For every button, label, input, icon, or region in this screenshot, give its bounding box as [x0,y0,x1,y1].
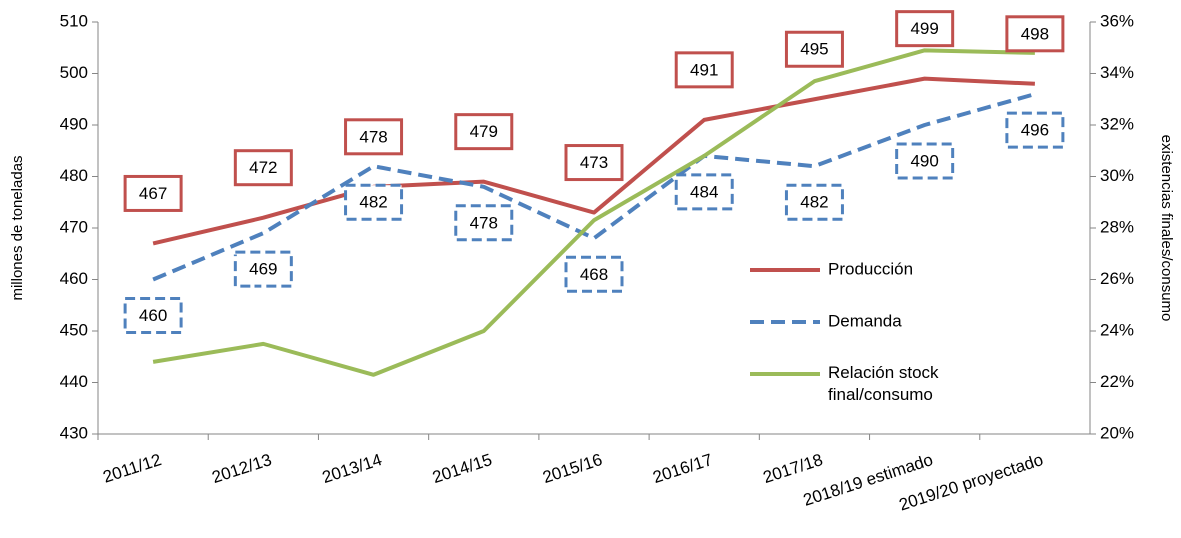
data-label: 472 [233,149,293,187]
x-tick-label: 2014/15 [430,450,494,487]
data-label-text: 495 [800,40,828,59]
y-tick-label: 470 [60,217,88,236]
data-label: 478 [344,118,404,156]
y-axis-title: millones de toneladas [9,155,26,300]
x-tick-label: 2011/12 [101,450,164,487]
y-tick-label: 440 [60,372,88,391]
data-label-box [1005,111,1065,149]
data-label: 482 [784,183,844,221]
y-tick-label: 430 [60,423,88,442]
data-label-box [564,144,624,182]
y2-tick-label: 34% [1100,63,1134,82]
data-label-box [895,10,955,48]
data-label-text: 473 [580,153,608,172]
legend-label: Relación stock final/consumo [828,363,939,404]
data-label: 490 [895,142,955,180]
data-label-box [784,183,844,221]
data-label: 478 [454,204,514,242]
data-label: 468 [564,255,624,293]
data-label: 491 [674,51,734,89]
data-label-text: 478 [359,127,387,146]
data-label-box [123,174,183,212]
data-label-text: 484 [690,182,718,201]
y2-tick-label: 36% [1100,11,1134,30]
data-label: 467 [123,174,183,212]
data-label-box [344,118,404,156]
y2-tick-label: 30% [1100,166,1134,185]
data-label-text: 478 [470,213,498,232]
data-label-text: 482 [800,193,828,212]
data-label-text: 468 [580,265,608,284]
data-label-box [454,113,514,151]
y-tick-label: 460 [60,269,88,288]
data-label-box [233,250,293,288]
data-label-box [784,30,844,68]
x-tick-label: 2017/18 [761,450,825,487]
y-tick-label: 510 [60,11,88,30]
y2-tick-label: 28% [1100,217,1134,236]
y2-axis-title: existencias finales/consumo [1158,135,1175,322]
data-label: 499 [895,10,955,48]
data-label-box [454,204,514,242]
x-tick-label: 2013/14 [320,450,384,487]
y2-tick-label: 26% [1100,269,1134,288]
x-tick-label: 2012/13 [210,450,274,487]
y2-tick-label: 22% [1100,372,1134,391]
series-line [152,48,1035,377]
data-label-text: 482 [359,193,387,212]
data-label-box [344,183,404,221]
data-label-box [1005,15,1065,53]
legend-label: Demanda [828,311,902,330]
data-label: 484 [674,173,734,211]
y2-tick-label: 24% [1100,320,1134,339]
data-label: 498 [1005,15,1065,53]
data-label: 469 [233,250,293,288]
y-tick-label: 500 [60,63,88,82]
data-label-box [233,149,293,187]
data-label-text: 490 [910,151,938,170]
data-label: 495 [784,30,844,68]
data-label: 479 [454,113,514,151]
data-label: 482 [344,183,404,221]
data-label-text: 467 [139,184,167,203]
data-label: 460 [123,297,183,334]
data-label-text: 499 [910,19,938,38]
data-label-text: 498 [1021,24,1049,43]
y-tick-label: 450 [60,320,88,339]
data-label-text: 496 [1021,121,1049,140]
data-label-text: 479 [470,122,498,141]
x-tick-label: 2016/17 [651,450,715,487]
data-label-box [123,297,183,334]
y2-tick-label: 32% [1100,114,1134,133]
data-label-box [895,142,955,180]
y-tick-label: 480 [60,166,88,185]
y-tick-label: 490 [60,114,88,133]
data-label-text: 469 [249,260,277,279]
legend-label: Producción [828,259,913,278]
data-label-box [674,51,734,89]
data-label: 496 [1005,111,1065,149]
data-label-text: 472 [249,158,277,177]
data-label-text: 491 [690,60,718,79]
series-line [152,76,1035,246]
y2-tick-label: 20% [1100,423,1134,442]
series-line [152,92,1036,282]
data-label: 473 [564,144,624,182]
data-label-box [564,255,624,293]
x-tick-label: 2015/16 [540,450,604,487]
data-label-box [674,173,734,211]
data-label-text: 460 [139,306,167,325]
